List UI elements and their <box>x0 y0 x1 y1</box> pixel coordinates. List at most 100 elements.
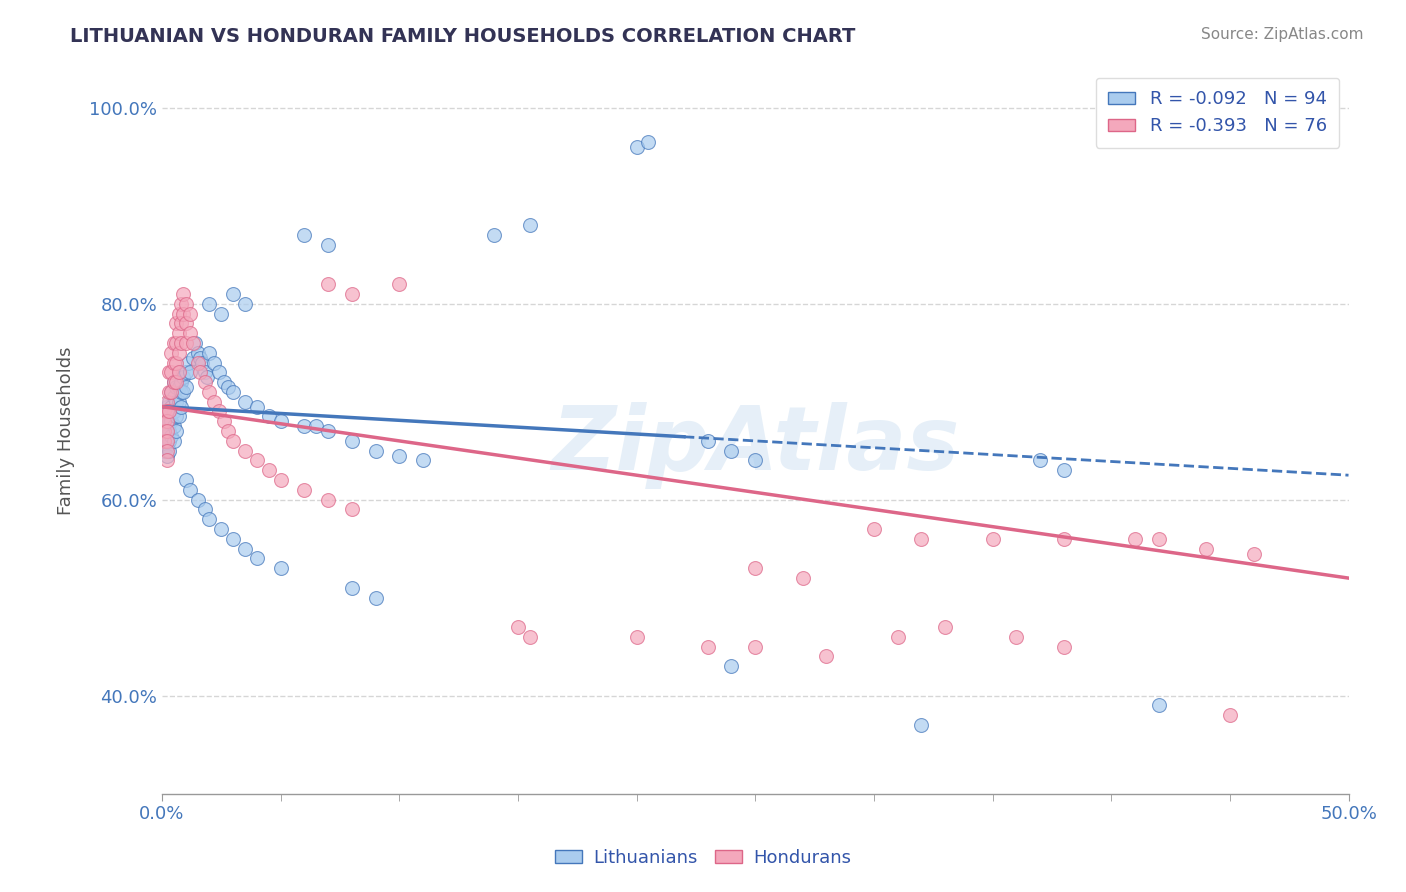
Point <box>167 365 190 379</box>
Point <box>157 424 180 438</box>
Point <box>194 375 217 389</box>
Point <box>195 370 218 384</box>
Point <box>316 424 339 438</box>
Point <box>744 453 766 467</box>
Point <box>179 365 201 379</box>
Point <box>222 434 245 448</box>
Point <box>519 219 541 233</box>
Point <box>208 365 231 379</box>
Point <box>165 380 187 394</box>
Point <box>156 443 179 458</box>
Point <box>163 390 186 404</box>
Point <box>316 492 339 507</box>
Point <box>209 306 232 320</box>
Point <box>292 419 315 434</box>
Point <box>1053 463 1076 477</box>
Point <box>1029 453 1052 467</box>
Point <box>174 365 197 379</box>
Point <box>209 522 232 536</box>
Y-axis label: Family Households: Family Households <box>58 347 75 516</box>
Point <box>156 439 179 453</box>
Point <box>156 414 179 428</box>
Point <box>1123 532 1146 546</box>
Point <box>167 394 190 409</box>
Point <box>1243 547 1265 561</box>
Point <box>910 718 932 732</box>
Point <box>157 394 180 409</box>
Point <box>170 375 193 389</box>
Point <box>167 306 190 320</box>
Point <box>482 228 505 243</box>
Point <box>167 345 190 359</box>
Legend: R = -0.092   N = 94, R = -0.393   N = 76: R = -0.092 N = 94, R = -0.393 N = 76 <box>1095 78 1340 148</box>
Point <box>153 443 176 458</box>
Point <box>246 551 269 566</box>
Point <box>167 365 190 379</box>
Point <box>153 434 176 448</box>
Point <box>364 443 387 458</box>
Point <box>222 384 245 399</box>
Point <box>744 640 766 654</box>
Point <box>156 429 179 443</box>
Text: ZipAtlas: ZipAtlas <box>551 402 959 489</box>
Point <box>160 400 183 414</box>
Point <box>163 404 186 418</box>
Point <box>316 238 339 252</box>
Point <box>165 394 187 409</box>
Point <box>1053 640 1076 654</box>
Point <box>156 400 179 414</box>
Point <box>186 345 208 359</box>
Point <box>179 306 201 320</box>
Point <box>233 394 256 409</box>
Point <box>153 414 176 428</box>
Point <box>170 296 193 310</box>
Point <box>198 512 221 526</box>
Point <box>1147 698 1170 713</box>
Point <box>153 414 176 428</box>
Point <box>222 532 245 546</box>
Point <box>157 404 180 418</box>
Point <box>233 296 256 310</box>
Point <box>696 434 718 448</box>
Point <box>212 375 235 389</box>
Point <box>172 384 194 399</box>
Point <box>720 659 742 673</box>
Point <box>160 384 183 399</box>
Point <box>744 561 766 575</box>
Point <box>181 335 204 350</box>
Point <box>156 453 179 467</box>
Point <box>1005 630 1028 644</box>
Point <box>153 404 176 418</box>
Point <box>340 581 363 595</box>
Point <box>172 306 194 320</box>
Point <box>186 492 208 507</box>
Point <box>153 434 176 448</box>
Point <box>165 409 187 424</box>
Point <box>170 400 193 414</box>
Point <box>188 365 211 379</box>
Point <box>222 286 245 301</box>
Point <box>194 365 217 379</box>
Point <box>163 375 186 389</box>
Point <box>160 384 183 399</box>
Point <box>270 561 292 575</box>
Point <box>270 473 292 487</box>
Point <box>246 453 269 467</box>
Point <box>270 414 292 428</box>
Point <box>202 355 225 369</box>
Point <box>720 443 742 458</box>
Point <box>156 419 179 434</box>
Point <box>157 434 180 448</box>
Point <box>194 502 217 516</box>
Point <box>157 384 180 399</box>
Text: Source: ZipAtlas.com: Source: ZipAtlas.com <box>1201 27 1364 42</box>
Point <box>340 434 363 448</box>
Point <box>388 449 411 463</box>
Point <box>184 335 207 350</box>
Point <box>886 630 908 644</box>
Legend: Lithuanians, Hondurans: Lithuanians, Hondurans <box>548 842 858 874</box>
Point <box>246 400 269 414</box>
Point <box>170 335 193 350</box>
Point <box>208 404 231 418</box>
Point <box>157 365 180 379</box>
